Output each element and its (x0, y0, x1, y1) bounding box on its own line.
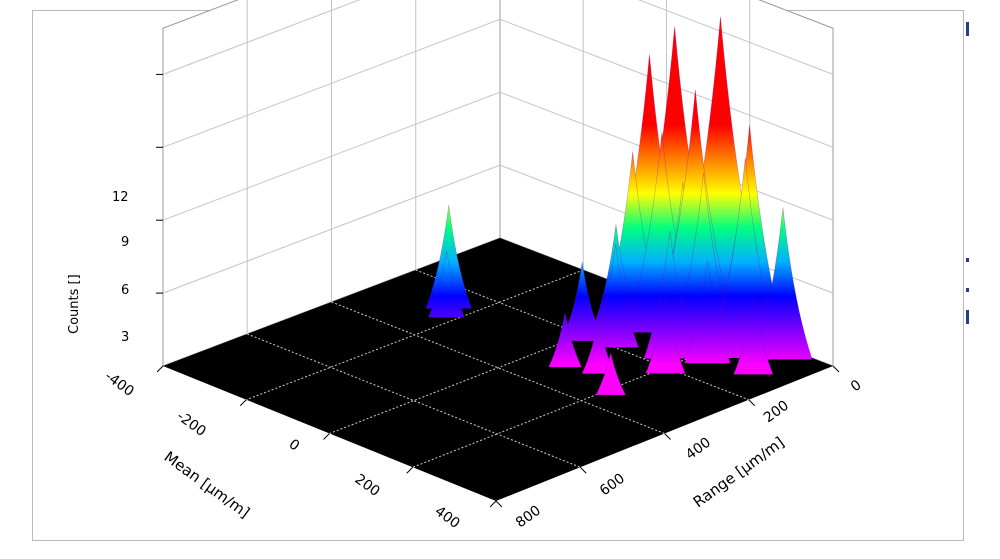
x-tick-mark (323, 433, 330, 440)
surface-peak (595, 352, 627, 396)
x-axis-label: Mean [µm/m] (161, 448, 253, 522)
z-tick-label: 9 (121, 235, 129, 250)
x-tick-mark (239, 399, 247, 407)
x-tick-mark (489, 500, 497, 508)
right-edge-strip (966, 0, 1000, 559)
x-tick-mark (406, 466, 414, 474)
y-tick-label: 800 (513, 503, 544, 532)
surface-peak (733, 295, 774, 375)
y-tick-mark (748, 399, 756, 407)
x-tick-label: 200 (352, 471, 383, 500)
y-tick-label: 200 (761, 398, 792, 427)
y-tick-label: 400 (683, 435, 714, 464)
surface-peak (562, 261, 603, 342)
z-tick-label: 3 (121, 330, 129, 345)
x-tick-label: -400 (102, 368, 137, 400)
surface-peak (645, 294, 686, 374)
x-tick-label: -200 (174, 408, 209, 440)
surface-peak (684, 259, 731, 364)
y-tick-label: 0 (848, 377, 865, 395)
surface-peak (428, 250, 465, 318)
surface-peak (753, 207, 813, 360)
x-tick-label: 400 (432, 503, 463, 532)
z-tick-label: 6 (121, 283, 129, 298)
surface-peak (592, 244, 639, 348)
z-axis-label: Counts [] (67, 274, 82, 334)
surface-peaks (425, 16, 813, 396)
surface-peak (643, 230, 697, 359)
surface-peak (548, 312, 582, 368)
wall-gridline (162, 0, 834, 75)
y-tick-mark (495, 500, 503, 508)
z-tick-labels: 3 6 9 12 (112, 190, 129, 345)
y-tick-mark (579, 466, 587, 474)
y-tick-mark (832, 365, 840, 373)
floor-gridline (415, 269, 749, 401)
z-tick-label: 12 (112, 190, 129, 205)
y-tick-mark (664, 433, 671, 440)
x-tick-mark (156, 365, 164, 373)
x-tick-label: 0 (286, 436, 303, 454)
y-tick-label: 600 (597, 471, 628, 500)
surface-peak (425, 205, 472, 309)
